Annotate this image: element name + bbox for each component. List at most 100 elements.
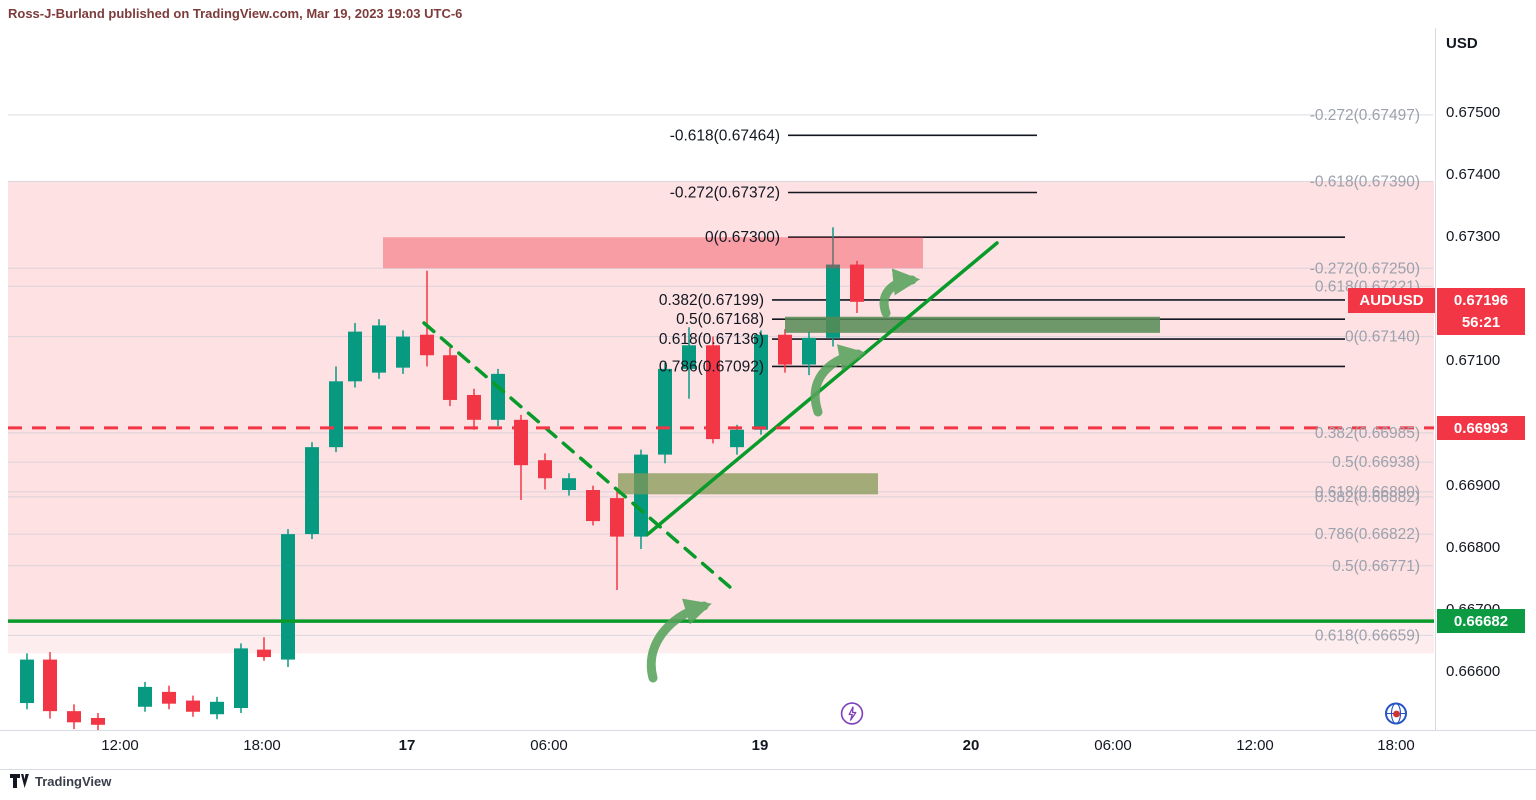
bounce-arrow-middle bbox=[810, 344, 866, 417]
candle-body bbox=[658, 368, 672, 455]
candle-body bbox=[372, 325, 386, 373]
price-tick: 0.67100 bbox=[1446, 352, 1501, 370]
price-tick: 0.66900 bbox=[1446, 476, 1501, 494]
time-tick: 19 bbox=[751, 737, 769, 754]
last-price-badge: 0.67196 56:21 bbox=[1437, 288, 1525, 335]
hlines-layer[interactable] bbox=[8, 426, 1434, 623]
candle-body bbox=[305, 447, 319, 535]
idea-lightning-icon[interactable] bbox=[840, 702, 864, 731]
candle-body bbox=[443, 355, 457, 400]
candle-body bbox=[138, 686, 152, 707]
fib-extension-label: 0.5(0.66771) bbox=[1332, 558, 1420, 575]
candle-body bbox=[396, 336, 410, 368]
time-tick: 06:00 bbox=[1094, 737, 1132, 754]
candle-body bbox=[281, 534, 295, 660]
candle-body bbox=[850, 264, 864, 302]
candle-body bbox=[706, 345, 720, 440]
candle-body bbox=[802, 337, 816, 365]
axis-currency-label: USD bbox=[1446, 35, 1478, 52]
price-tick: 0.66800 bbox=[1446, 538, 1501, 556]
fib-extension-label: 0.786(0.66822) bbox=[1315, 526, 1420, 543]
candle-body bbox=[162, 691, 176, 704]
fib-label: 0.5(0.67168) bbox=[676, 311, 764, 328]
candle-body bbox=[348, 331, 362, 382]
trendlines-layer[interactable] bbox=[422, 241, 999, 590]
bg-pink-main bbox=[8, 181, 1434, 622]
dashed-level-badge: 0.66993 bbox=[1437, 416, 1525, 440]
demand-zone-upper bbox=[785, 316, 1160, 333]
fib-extension-label: 0.618(0.66659) bbox=[1315, 627, 1420, 644]
zones-layer[interactable] bbox=[383, 237, 1160, 495]
ascending-trendline bbox=[646, 241, 999, 536]
fib-label: 0.382(0.67199) bbox=[659, 292, 764, 309]
fib-extension-label: 0.5(0.66938) bbox=[1332, 454, 1420, 471]
candle-body bbox=[562, 478, 576, 491]
fib-retracement-lines bbox=[772, 134, 1345, 368]
bounce-arrow-top bbox=[879, 268, 921, 318]
time-tick: 18:00 bbox=[243, 737, 281, 754]
price-tick: 0.67300 bbox=[1446, 228, 1501, 246]
fib-extension-label: 0.618(0.66890) bbox=[1315, 484, 1420, 501]
time-tick: 20 bbox=[962, 737, 980, 754]
time-tick: 12:00 bbox=[101, 737, 139, 754]
candle-body bbox=[634, 454, 648, 537]
time-axis-separator bbox=[0, 730, 1536, 731]
fib-label: 0.786(0.67092) bbox=[659, 358, 764, 375]
candle-body bbox=[20, 659, 34, 704]
background-bands bbox=[8, 181, 1434, 654]
fib-extension-label: 0(0.67140) bbox=[1345, 329, 1420, 346]
fib-extension-label: 0.382(0.66882) bbox=[1315, 489, 1420, 506]
publisher-attribution: Ross-J-Burland published on TradingView.… bbox=[8, 6, 463, 21]
candle-body bbox=[778, 334, 792, 365]
candle-body bbox=[43, 659, 57, 712]
fib-label: 0.618(0.67136) bbox=[659, 331, 764, 348]
candle-body bbox=[257, 649, 271, 658]
price-tick: 0.66600 bbox=[1446, 663, 1501, 680]
fib-labels: -0.618(0.67464) -0.272(0.67372) 0(0.67300)… bbox=[659, 107, 1420, 644]
candle-body bbox=[610, 498, 624, 537]
fib-label: -0.272(0.67372) bbox=[670, 185, 780, 202]
candle-body bbox=[754, 334, 768, 430]
price-tick: 0.67400 bbox=[1446, 166, 1501, 184]
candle-body bbox=[682, 345, 696, 369]
fib-extension-label: -0.272(0.67497) bbox=[1310, 107, 1420, 124]
fib-extension-label: -0.272(0.67250) bbox=[1310, 260, 1420, 277]
demand-zone-lower bbox=[618, 473, 878, 495]
candle-body bbox=[186, 700, 200, 712]
price-axis[interactable]: 0.67500 0.67400 0.67300 0.67100 0.66900 0.668… bbox=[1436, 28, 1536, 730]
candle-body bbox=[730, 429, 744, 448]
tradingview-footer-link[interactable]: TradingView bbox=[10, 774, 111, 789]
candles-layer[interactable] bbox=[20, 227, 864, 732]
time-tick: 12:00 bbox=[1236, 737, 1274, 754]
time-axis[interactable]: 12:00 18:00 17 06:00 19 20 06:00 12:00 18:00 bbox=[0, 731, 1435, 769]
candle-body bbox=[538, 460, 552, 479]
globe-marker-icon[interactable] bbox=[1384, 702, 1408, 731]
fib-label: 0(0.67300) bbox=[705, 229, 780, 246]
tradingview-logo-icon bbox=[10, 774, 29, 788]
last-price-value: 0.67196 bbox=[1453, 291, 1509, 309]
bar-countdown: 56:21 bbox=[1461, 313, 1501, 331]
candle-body bbox=[67, 711, 81, 723]
fib-extension-label: 0.382(0.66985) bbox=[1315, 425, 1420, 442]
descending-dashed-trendline bbox=[422, 321, 733, 590]
candle-body bbox=[586, 490, 600, 522]
candle-body bbox=[491, 373, 505, 420]
support-level-badge: 0.66682 bbox=[1437, 609, 1525, 633]
arrows-layer[interactable] bbox=[646, 268, 921, 683]
candle-body bbox=[234, 648, 248, 709]
bounce-arrow-bottom bbox=[646, 598, 712, 683]
fib-label: -0.618(0.67464) bbox=[670, 127, 780, 144]
candle-body bbox=[420, 334, 434, 356]
time-tick: 17 bbox=[398, 737, 416, 754]
chart-canvas[interactable]: -0.618(0.67464) -0.272(0.67372) 0(0.67300)… bbox=[0, 28, 1536, 800]
symbol-badge: AUDUSD bbox=[1348, 288, 1435, 313]
axis-separator-vertical bbox=[1435, 28, 1436, 730]
candle-body bbox=[514, 419, 528, 466]
bg-pink-lower bbox=[8, 621, 1434, 654]
candle-body bbox=[210, 701, 224, 715]
footer-separator bbox=[0, 769, 1536, 770]
tradingview-brand-text: TradingView bbox=[35, 774, 112, 789]
candle-body bbox=[329, 381, 343, 448]
time-tick: 18:00 bbox=[1377, 737, 1415, 754]
